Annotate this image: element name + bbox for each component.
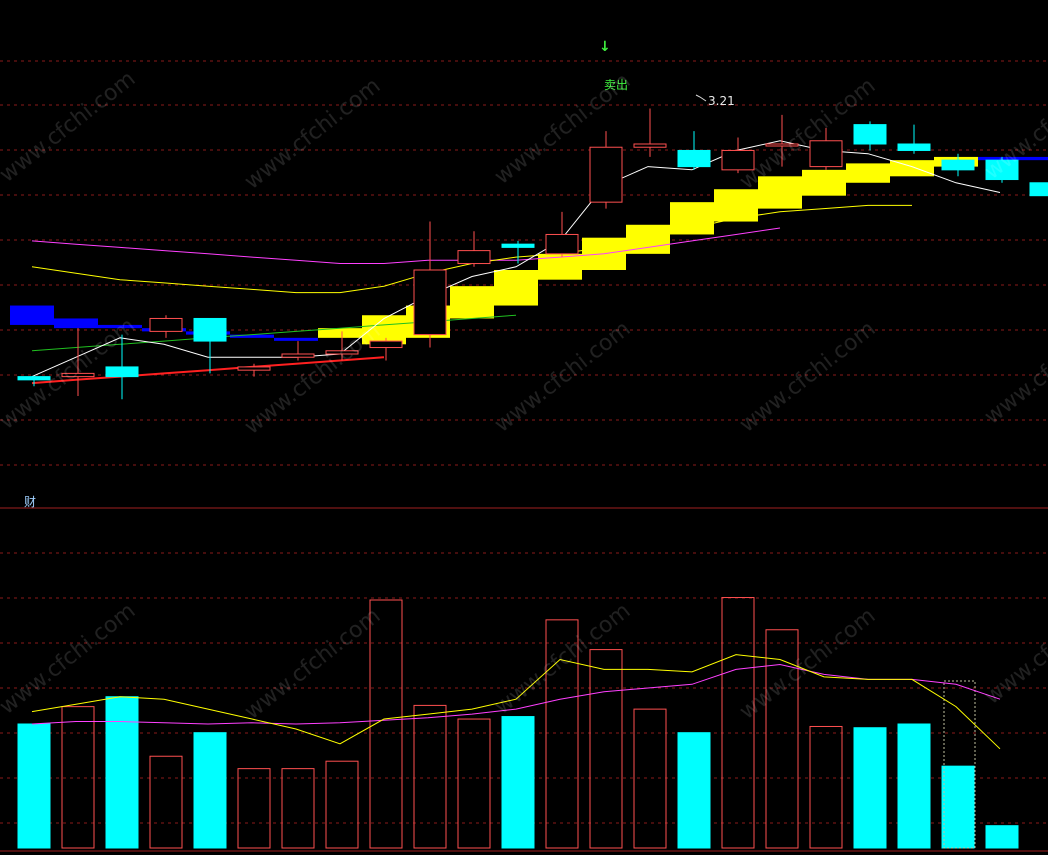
cloud-segment [626,224,670,254]
candle-body [105,366,139,378]
vol-ma-magenta-line [31,663,1001,725]
peak-price-label: 3.21 [708,94,735,108]
cloud-segment [54,318,98,329]
candle-body [985,159,1019,181]
volume-bar-forecast [943,680,976,849]
cloud-segment [846,163,890,183]
candle-body [853,124,887,145]
candle-body [765,143,799,147]
vol-ma-yellow-line [31,654,1001,750]
cloud-segment [670,202,714,235]
candlesticks [17,94,1048,400]
volume-bar [61,706,95,849]
candle-body [677,149,711,168]
sell-arrow-icon: ↓ [599,39,611,55]
volume-bar [369,599,403,849]
cloud-segment [978,156,1022,161]
cloud-segment [450,286,494,319]
candle-body [149,317,183,332]
volume-bar [853,727,887,849]
candle-body [897,143,931,151]
volume-bar [897,723,931,849]
cloud-segment [10,305,54,325]
cloud-segment [802,169,846,196]
cloud-segment [714,189,758,222]
volume-average-lines [31,654,1001,750]
candle-body [721,149,755,171]
volume-bar [985,825,1019,849]
candle-body [457,250,491,265]
volume-bar [633,708,667,849]
volume-bar [545,619,579,849]
volume-bar [765,629,799,849]
volume-bar [237,768,271,849]
candle-body [413,269,447,336]
volume-bar [193,732,227,849]
volume-bar [325,760,359,849]
candle-body [545,233,579,255]
candle-body [61,372,95,378]
volume-bar [17,723,51,849]
cai-marker-label: 财 [24,495,37,509]
volume-bar [457,718,491,849]
grid-lines [0,60,1048,852]
candle-body [941,159,975,171]
volume-bar [149,755,183,849]
candle-body [809,140,843,168]
cloud-segment [758,176,802,209]
volume-bars [17,597,1019,849]
cloud-segment [1022,156,1048,161]
cloud-segment [98,324,142,329]
cloud-segment [274,337,318,341]
candle-body [17,376,51,381]
volume-bar [589,649,623,849]
volume-bar [413,704,447,849]
cloud-segment [230,334,274,338]
candle-body [589,146,623,203]
cloud-segment [362,315,406,345]
volume-bar [677,732,711,849]
candle-body [237,366,271,371]
ma-magenta-line [31,227,781,264]
peak-pointer [695,94,707,102]
cloud-segment [318,328,362,338]
cloud-segment [890,160,934,177]
volume-bar [809,725,843,849]
candle-body [281,353,315,358]
candle-body [1029,182,1048,197]
candle-body [193,317,227,342]
candle-body [325,350,359,355]
volume-bar [941,765,975,849]
volume-bar [721,597,755,849]
ma-red-line [31,356,385,385]
volume-bar [281,768,315,849]
cloud-segment [494,270,538,306]
volume-bar [501,716,535,849]
candle-body [633,143,667,148]
ma-yellow-line [31,204,912,294]
candle-body [369,340,403,349]
volume-bar [105,696,139,849]
candle-body [501,243,535,248]
sell-signal-label: 卖出 [604,78,629,92]
